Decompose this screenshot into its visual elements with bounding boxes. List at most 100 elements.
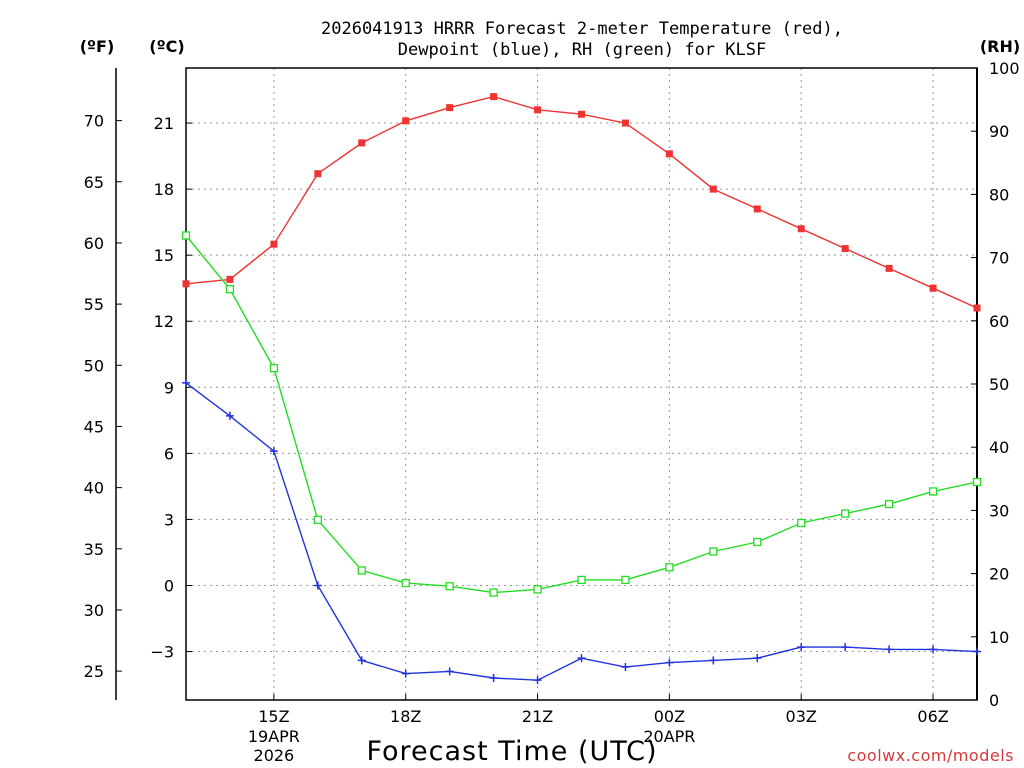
rh-point bbox=[313, 515, 322, 525]
rh-point bbox=[269, 364, 279, 373]
celsius-tick-label: 15 bbox=[154, 246, 174, 265]
celsius-tick-label: −3 bbox=[150, 643, 174, 662]
rh-point bbox=[445, 582, 454, 591]
dewpoint-point bbox=[621, 662, 630, 671]
dewpoint-point bbox=[357, 656, 366, 665]
rh-tick-label: 40 bbox=[989, 438, 1009, 457]
temperature-point bbox=[226, 275, 234, 283]
temperature-point bbox=[314, 170, 322, 178]
celsius-tick-label: 9 bbox=[164, 378, 174, 397]
dewpoint-point bbox=[182, 378, 190, 387]
x-axis-label: Forecast Time (UTC) bbox=[366, 736, 657, 767]
rh-point bbox=[533, 585, 542, 594]
rh-point bbox=[841, 509, 850, 518]
dewpoint-point bbox=[665, 658, 674, 667]
series-dewpoint bbox=[182, 378, 981, 685]
celsius-tick-label: 3 bbox=[164, 510, 174, 529]
dewpoint-point bbox=[797, 643, 806, 652]
tick-labels: 25 30 35 40 45 50 55 60 65 70 −3 0 3 6 9 12 15 18 21 0 10 20 3… bbox=[84, 59, 1020, 765]
rh-point bbox=[709, 547, 718, 556]
temperature-point bbox=[534, 106, 542, 114]
dewpoint-point bbox=[269, 447, 278, 456]
dewpoint-point bbox=[753, 654, 762, 663]
fahrenheit-tick-label: 40 bbox=[84, 479, 104, 498]
dewpoint-point bbox=[885, 645, 894, 654]
series-temperature bbox=[182, 93, 981, 312]
rh-tick-label: 20 bbox=[989, 565, 1009, 584]
rh-line bbox=[185, 235, 978, 594]
temperature-line bbox=[185, 95, 978, 309]
temperature-point bbox=[270, 240, 278, 248]
dewpoint-point bbox=[577, 654, 586, 663]
rh-tick-label: 100 bbox=[989, 59, 1020, 78]
celsius-tick-label: 6 bbox=[164, 444, 174, 463]
dewpoint-point bbox=[709, 656, 718, 665]
temperature-point bbox=[490, 93, 498, 101]
x-tick-label: 21Z bbox=[522, 707, 553, 726]
temperature-point bbox=[402, 117, 410, 125]
rh-unit-label: (RH) bbox=[980, 37, 1020, 56]
x-tick-year-label: 2026 bbox=[254, 746, 295, 765]
fahrenheit-tick-label: 60 bbox=[84, 234, 104, 253]
rh-point bbox=[401, 578, 410, 588]
rh-point bbox=[489, 588, 498, 597]
fahrenheit-unit-label: (ºF) bbox=[80, 37, 115, 56]
celsius-tick-label: 18 bbox=[154, 180, 174, 199]
rh-tick-label: 10 bbox=[989, 628, 1009, 647]
x-tick-label: 06Z bbox=[917, 707, 948, 726]
dewpoint-point bbox=[401, 669, 410, 678]
celsius-tick-label: 0 bbox=[164, 576, 174, 595]
dewpoint-line bbox=[185, 382, 978, 681]
rh-tick-label: 90 bbox=[989, 122, 1009, 141]
x-tick-date-label: 19APR bbox=[248, 727, 300, 746]
temperature-point bbox=[753, 205, 761, 213]
dewpoint-point bbox=[973, 647, 981, 656]
fahrenheit-tick-label: 55 bbox=[84, 295, 104, 314]
temperature-point bbox=[797, 225, 805, 233]
dewpoint-point bbox=[929, 645, 938, 654]
rh-point bbox=[884, 499, 894, 509]
temperature-point bbox=[841, 245, 849, 253]
rh-point bbox=[225, 285, 235, 294]
temperature-point bbox=[973, 304, 981, 312]
temperature-point bbox=[446, 104, 454, 112]
fahrenheit-tick-label: 35 bbox=[84, 540, 104, 559]
chart-title-line2: Dewpoint (blue), RH (green) for KLSF bbox=[398, 40, 766, 60]
temperature-point bbox=[885, 264, 893, 272]
rh-tick-label: 70 bbox=[989, 249, 1009, 268]
dewpoint-point bbox=[225, 411, 234, 420]
series-rh bbox=[181, 231, 982, 597]
fahrenheit-tick-label: 50 bbox=[84, 356, 104, 375]
x-tick-label: 18Z bbox=[390, 707, 421, 726]
dewpoint-point bbox=[445, 667, 454, 676]
celsius-tick-label: 21 bbox=[154, 114, 174, 133]
rh-point bbox=[181, 231, 191, 240]
rh-point bbox=[577, 575, 586, 585]
rh-point bbox=[621, 575, 630, 585]
fahrenheit-tick-label: 45 bbox=[84, 417, 104, 436]
temperature-point bbox=[929, 284, 937, 292]
plot-frame bbox=[185, 67, 978, 701]
celsius-tick-label: 12 bbox=[154, 312, 174, 331]
x-tick-date-label: 20APR bbox=[643, 727, 695, 746]
chart-title-line1: 2026041913 HRRR Forecast 2-meter Tempera… bbox=[321, 19, 843, 39]
celsius-unit-label: (ºC) bbox=[149, 37, 184, 56]
temperature-point bbox=[665, 150, 673, 158]
axes bbox=[115, 67, 978, 701]
fahrenheit-tick-label: 25 bbox=[84, 662, 104, 681]
rh-point bbox=[797, 518, 806, 528]
rh-point bbox=[357, 566, 366, 575]
credit-text: coolwx.com/models bbox=[847, 746, 1014, 765]
x-tick-label: 00Z bbox=[654, 707, 685, 726]
fahrenheit-tick-label: 30 bbox=[84, 601, 104, 620]
temperature-point bbox=[578, 110, 585, 118]
gridlines bbox=[186, 68, 977, 700]
temperature-point bbox=[358, 139, 366, 147]
rh-point bbox=[665, 563, 674, 572]
rh-tick-label: 50 bbox=[989, 375, 1009, 394]
x-tick-label: 15Z bbox=[258, 707, 289, 726]
dewpoint-point bbox=[841, 643, 850, 652]
dewpoint-point bbox=[533, 676, 542, 685]
fahrenheit-tick-label: 65 bbox=[84, 173, 104, 192]
